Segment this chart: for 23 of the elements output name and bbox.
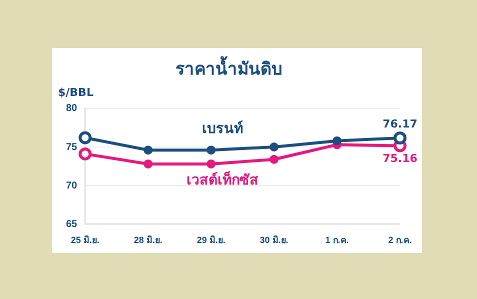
data-label: 76.17 (382, 117, 418, 130)
point (332, 136, 342, 146)
point (270, 154, 279, 164)
x-tick-label: 2 ก.ค. (388, 235, 412, 246)
series-label: เวสต์เท็กซัส (186, 170, 259, 188)
point (270, 142, 279, 152)
point (206, 159, 216, 168)
x-tick-label: 1 ก.ค. (325, 235, 349, 246)
y-axis-title: $/BBL (58, 86, 94, 99)
y-tick-label: 75 (66, 142, 78, 153)
point (206, 146, 216, 155)
x-tick-label: 30 มิ.ย. (260, 235, 288, 246)
chart-title: ราคาน้ำมันดิบ (176, 56, 282, 80)
y-tick-label: 65 (66, 218, 78, 230)
x-tick-label: 28 มิ.ย. (134, 235, 162, 246)
y-tick-label: 70 (66, 180, 78, 192)
y-tick-label: 80 (66, 103, 78, 114)
point (144, 159, 153, 168)
x-tick-label: 25 มิ.ย. (70, 235, 100, 246)
point (144, 146, 153, 155)
data-label: 75.16 (382, 152, 418, 166)
series-label: เบรนท์ (202, 120, 244, 138)
x-tick-label: 29 มิ.ย. (196, 235, 226, 246)
